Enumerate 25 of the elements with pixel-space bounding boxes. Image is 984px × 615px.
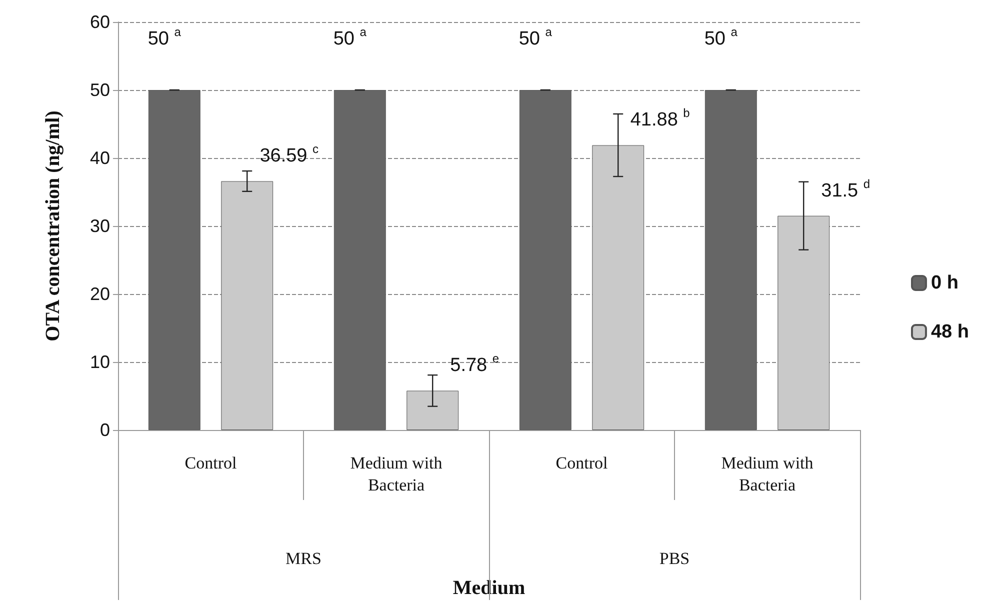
data-label: 31.5 d [821, 176, 870, 202]
legend-label: 0 h [930, 272, 958, 294]
x-tick-label: Medium with Bacteria [721, 454, 814, 494]
y-tick-label: 30 [90, 216, 110, 236]
legend-label: 48 h [930, 322, 970, 342]
text: PBS [659, 549, 690, 568]
x-tick-label: Control [556, 454, 608, 472]
data-label: 50 a [518, 25, 552, 50]
x-tick-label: Control [184, 454, 237, 472]
x-axis-title: Medium [452, 577, 526, 599]
y-axis-title: OTA concentration (ng/ml) [42, 110, 64, 342]
data-label: 41.88 b [630, 106, 690, 131]
data-label: 50 a [148, 25, 182, 50]
y-tick-label: 10 [90, 352, 110, 372]
text: MRS [286, 549, 322, 568]
y-tick-label: 40 [90, 148, 110, 168]
y-tick-label: 20 [90, 284, 110, 304]
x-tick-label: Medium with Bacteria [350, 454, 443, 494]
data-label: 50 a [333, 25, 367, 50]
y-tick-label: 50 [90, 80, 110, 100]
y-tick-label: 0 [100, 420, 110, 440]
data-label: 36.59 c [260, 142, 319, 167]
data-label: 50 a [704, 25, 738, 50]
data-label: 5.78 e [450, 352, 500, 376]
y-tick-label: 60 [90, 12, 110, 32]
